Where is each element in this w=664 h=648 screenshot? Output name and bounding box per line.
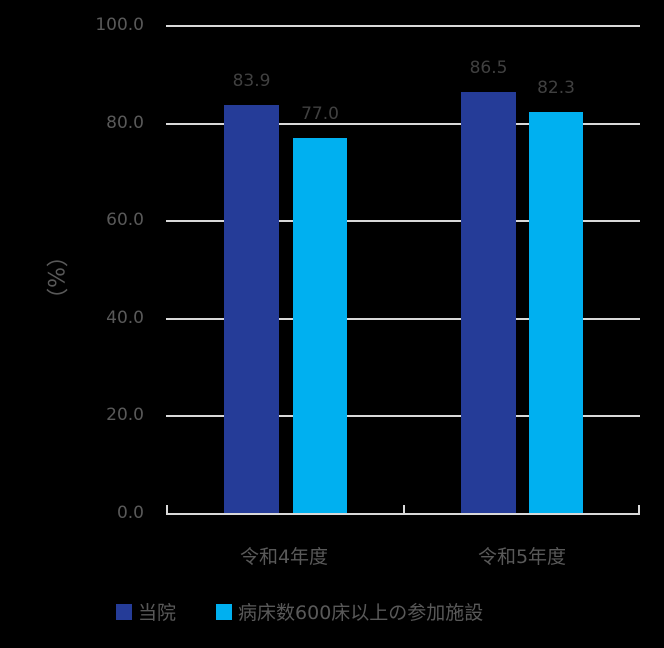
x-axis-tick-mid <box>403 505 405 515</box>
bar-0-1 <box>293 138 347 514</box>
legend-item-series-1: 病床数600床以上の参加施設 <box>216 598 483 625</box>
legend-label: 当院 <box>138 602 177 624</box>
legend-label: 病床数600床以上の参加施設 <box>238 602 484 624</box>
gridline <box>166 25 640 27</box>
y-tick-label: 100.0 <box>95 15 144 35</box>
gridline <box>166 220 640 223</box>
y-tick-label: 40.0 <box>106 307 144 328</box>
category-label-r5: 令和5年度 <box>477 546 567 568</box>
y-tick-label: 20.0 <box>106 405 144 426</box>
bar-0-0 <box>224 104 279 514</box>
gridline <box>166 415 640 418</box>
bar-value-label: 82.3 <box>537 78 575 99</box>
legend-item-series-0: 当院 <box>116 598 176 625</box>
bar-value-label: 77.0 <box>301 104 339 125</box>
x-axis-tick-right <box>638 505 640 515</box>
y-tick-label: 60.0 <box>106 210 144 231</box>
legend: 当院 病床数600床以上の参加施設 <box>116 598 523 625</box>
category-label-r4: 令和4年度 <box>239 546 329 568</box>
legend-swatch-icon <box>116 603 132 620</box>
y-tick-label: 0.0 <box>116 503 144 523</box>
bar-value-label: 83.9 <box>232 70 271 91</box>
legend-swatch-icon <box>216 603 233 620</box>
y-axis-label: （%） <box>42 245 67 310</box>
x-axis-tick-left <box>166 505 168 515</box>
gridline <box>166 122 640 125</box>
y-tick-label: 80.0 <box>106 112 144 133</box>
bar-value-label: 86.5 <box>469 57 508 78</box>
gridline <box>166 317 640 320</box>
bar-1-1 <box>529 112 583 514</box>
bar-1-0 <box>461 91 516 514</box>
